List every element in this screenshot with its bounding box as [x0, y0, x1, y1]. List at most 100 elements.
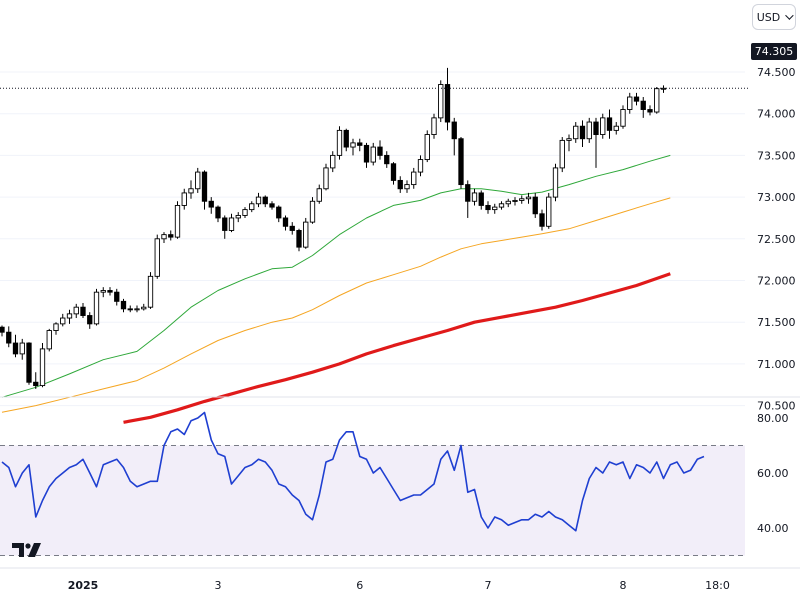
time-tick-label: 6 [356, 579, 363, 592]
candle [552, 163, 559, 202]
candle [0, 325, 5, 337]
candle [485, 201, 491, 214]
price-tick-label: 72.000 [757, 275, 796, 288]
candle [154, 234, 160, 279]
moving-average-line [123, 272, 671, 424]
candle [6, 326, 12, 348]
candle [471, 188, 478, 206]
candle [39, 343, 46, 388]
candle [370, 142, 376, 166]
candle [87, 312, 93, 329]
price-tick-label: 71.000 [757, 358, 796, 371]
candle [255, 192, 262, 208]
candle [532, 192, 538, 218]
candle [181, 188, 187, 210]
candle [323, 163, 329, 191]
candle [235, 212, 241, 223]
candle [505, 198, 511, 208]
candle [222, 215, 228, 239]
candle [606, 109, 613, 139]
candle [188, 180, 194, 199]
rsi-line [1, 411, 705, 532]
candle [161, 232, 167, 243]
candle [498, 201, 505, 210]
candle [66, 309, 73, 324]
candle [343, 128, 349, 152]
candle [640, 97, 646, 118]
candle [242, 207, 248, 218]
chevron-down-icon [785, 11, 794, 20]
price-tick-label: 71.500 [757, 316, 796, 329]
candle [512, 197, 518, 206]
candle [546, 192, 552, 229]
candle [525, 192, 532, 204]
candle [134, 305, 140, 313]
last-price-label: 74.305 [751, 43, 797, 60]
moving-average-line [1, 154, 671, 398]
candle [120, 298, 127, 313]
candle [384, 151, 390, 168]
candle [593, 117, 599, 168]
candle [262, 195, 268, 208]
time-tick-label: 7 [485, 579, 492, 592]
candle [174, 201, 181, 239]
candle [478, 190, 484, 210]
candle [12, 334, 19, 358]
price-tick-label: 73.500 [757, 149, 796, 162]
candle [80, 303, 86, 319]
candle [46, 328, 52, 352]
candle [519, 195, 525, 204]
candle [647, 105, 653, 116]
moving-averages [1, 154, 671, 424]
candle [276, 205, 282, 223]
time-tick-label: 8 [620, 579, 627, 592]
candle [107, 287, 113, 296]
price-axis[interactable]: 74.500 74.000 73.500 73.000 72.500 72.000 71.5… [757, 66, 796, 413]
rsi-axis[interactable]: 80.00 60.00 40.00 [757, 412, 789, 535]
time-tick-label: 18:0 [705, 579, 730, 592]
candle [249, 201, 255, 213]
candle [114, 288, 120, 306]
candle [431, 113, 437, 139]
currency-selector-button[interactable]: USD [752, 4, 796, 30]
candle [100, 287, 106, 298]
price-grid [0, 71, 745, 407]
candle [411, 167, 417, 189]
candle [316, 184, 322, 204]
candle [458, 137, 464, 189]
tradingview-logo-icon[interactable] [10, 541, 44, 559]
candle [586, 117, 592, 143]
candle [559, 137, 565, 173]
price-tick-label: 70.500 [757, 400, 796, 413]
time-axis[interactable]: 2025 3 6 7 8 18:0 [0, 567, 800, 592]
candle [350, 138, 356, 156]
candle [33, 372, 39, 389]
candle [53, 322, 59, 335]
candle [127, 305, 133, 313]
candle [357, 138, 363, 152]
candle [492, 203, 498, 214]
candle [377, 140, 383, 160]
candle [451, 117, 457, 156]
candle [282, 215, 289, 231]
candle [93, 288, 100, 326]
candle [303, 217, 309, 249]
candle [633, 92, 640, 106]
price-tick-label: 73.000 [757, 191, 796, 204]
candle [363, 142, 370, 168]
rsi-tick-label: 40.00 [757, 522, 789, 535]
candle [309, 197, 316, 224]
price-tick-label: 74.000 [757, 108, 796, 121]
candle [613, 122, 619, 135]
candle [289, 222, 295, 235]
candle [620, 105, 626, 129]
candle [573, 122, 579, 143]
candle [404, 180, 410, 193]
candle [208, 197, 214, 214]
candle [566, 134, 572, 152]
candle [201, 170, 208, 210]
rsi-tick-label: 60.00 [757, 467, 789, 480]
candle [654, 87, 660, 114]
rsi-band-fill [0, 445, 745, 556]
